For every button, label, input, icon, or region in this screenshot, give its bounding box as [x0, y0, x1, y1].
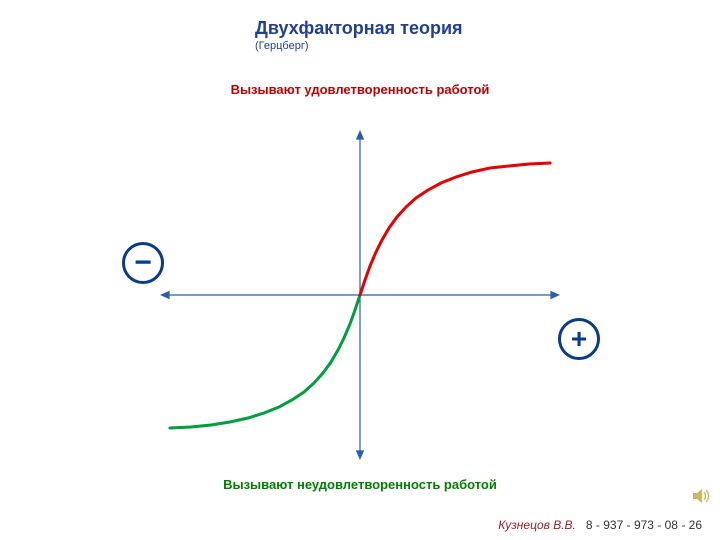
page-subtitle: (Герцберг) — [255, 40, 309, 52]
credit-name: Кузнецов В.В. — [498, 518, 576, 532]
speaker-icon — [690, 485, 712, 512]
top-label: Вызывают удовлетворенность работой — [0, 82, 720, 97]
bottom-label: Вызывают неудовлетворенность работой — [0, 477, 720, 492]
credit-phone: 8 - 937 - 973 - 08 - 26 — [586, 518, 702, 532]
credit-line: Кузнецов В.В. 8 - 937 - 973 - 08 - 26 — [498, 518, 702, 532]
chart-svg — [160, 130, 560, 460]
minus-icon: − — [134, 248, 152, 278]
plus-icon: + — [571, 325, 587, 353]
minus-badge: − — [122, 242, 164, 284]
plus-badge: + — [558, 318, 600, 360]
chart-area: − + — [160, 130, 560, 465]
page-title: Двухфакторная теория — [255, 18, 463, 39]
